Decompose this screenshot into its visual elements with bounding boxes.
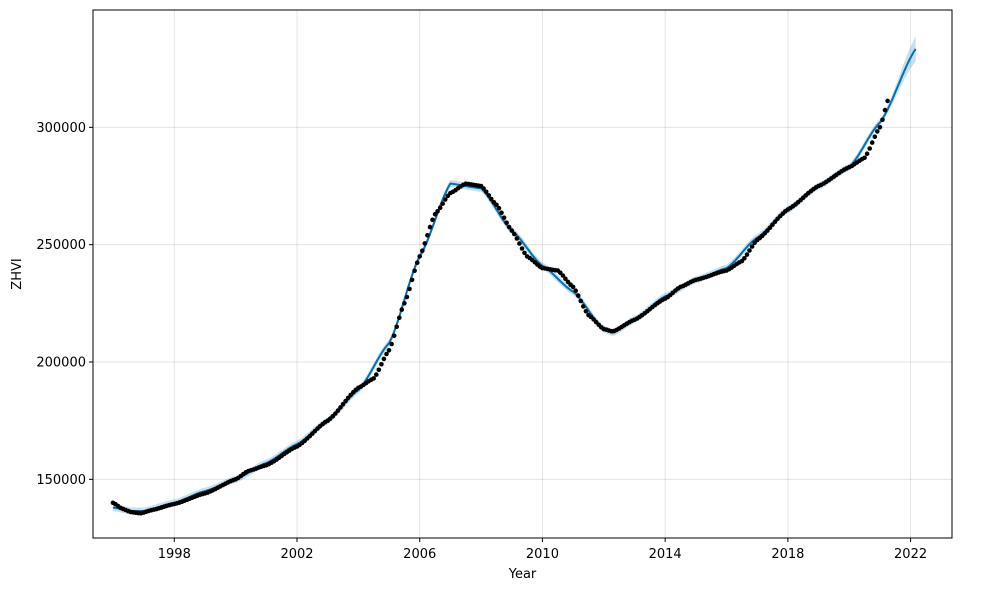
observed-point: [407, 286, 412, 292]
observed-point: [381, 356, 387, 362]
x-axis-label: Year: [508, 567, 537, 582]
y-tick-label: 250000: [36, 238, 86, 253]
observed-point: [517, 241, 522, 246]
observed-point: [578, 298, 584, 304]
observed-point: [420, 248, 425, 253]
observed-point: [443, 197, 448, 202]
observed-point: [506, 224, 512, 230]
observed-point: [885, 98, 890, 104]
x-tick-label: 2002: [280, 547, 313, 562]
observed-point: [744, 252, 750, 257]
observed-point: [877, 125, 883, 130]
observed-point: [414, 260, 420, 266]
observed-point: [742, 255, 747, 261]
observed-point: [371, 376, 377, 381]
observed-point: [872, 134, 878, 139]
observed-point: [581, 304, 586, 309]
observed-point: [486, 193, 492, 198]
observed-points: [110, 98, 890, 516]
observed-point: [397, 315, 402, 321]
observed-point: [573, 288, 578, 294]
x-tick-label: 2018: [771, 547, 804, 562]
observed-point: [394, 324, 400, 330]
observed-point: [489, 196, 494, 202]
observed-point: [882, 107, 888, 113]
observed-point: [481, 186, 486, 191]
observed-point: [435, 209, 440, 214]
observed-point: [386, 348, 392, 353]
observed-point: [402, 301, 407, 306]
observed-point: [519, 246, 525, 251]
observed-point: [440, 201, 446, 206]
observed-point: [512, 231, 517, 237]
y-tick-label: 200000: [36, 356, 86, 371]
y-tick-label: 150000: [36, 473, 86, 488]
y-tick-label: 300000: [36, 121, 86, 136]
observed-point: [504, 220, 509, 225]
observed-point: [417, 254, 423, 259]
observed-point: [343, 398, 348, 404]
y-axis-ticks: 150000 200000 250000 300000: [36, 121, 93, 488]
observed-point: [409, 277, 415, 283]
x-axis-ticks: 1998 2002 2006 2010 2014 2018 2022: [158, 538, 927, 562]
forecast-line: [112, 48, 917, 512]
observed-point: [522, 250, 527, 256]
observed-point: [770, 222, 775, 227]
observed-point: [384, 351, 389, 357]
observed-point: [509, 228, 515, 233]
observed-point: [501, 215, 507, 220]
observed-point: [430, 217, 435, 223]
observed-point: [437, 205, 443, 210]
forecast-series: [112, 48, 917, 512]
observed-point: [427, 224, 433, 230]
uncertainty-band: [112, 36, 916, 515]
x-tick-label: 1998: [158, 547, 191, 562]
observed-point: [862, 155, 867, 161]
observed-point: [379, 362, 384, 367]
observed-point: [749, 244, 755, 249]
observed-point: [514, 236, 520, 241]
observed-point: [412, 268, 417, 274]
observed-point: [404, 294, 410, 300]
x-tick-label: 2014: [649, 547, 682, 562]
observed-point: [880, 117, 885, 123]
uncertainty-band-area: [112, 36, 916, 515]
observed-point: [376, 367, 382, 373]
observed-point: [374, 372, 379, 377]
observed-point: [496, 205, 502, 211]
observed-point: [391, 333, 397, 339]
observed-point: [560, 273, 566, 278]
observed-point: [338, 405, 343, 410]
observed-point: [335, 408, 341, 413]
grid: [93, 10, 952, 538]
observed-point: [563, 276, 568, 282]
observed-point: [875, 129, 880, 134]
observed-point: [747, 248, 752, 253]
observed-point: [583, 309, 589, 314]
y-axis-label: ZHVI: [10, 258, 25, 289]
plot-frame: [92, 9, 953, 539]
observed-point: [570, 284, 576, 290]
x-tick-label: 2022: [894, 547, 927, 562]
observed-point: [399, 307, 405, 312]
observed-point: [340, 401, 346, 407]
observed-point: [494, 202, 499, 208]
observed-point: [869, 140, 875, 145]
observed-point: [864, 151, 870, 156]
observed-point: [422, 241, 428, 246]
observed-point: [483, 189, 489, 195]
x-tick-label: 2010: [526, 547, 559, 562]
observed-point: [867, 146, 872, 151]
observed-point: [389, 341, 394, 347]
observed-point: [345, 395, 351, 401]
x-tick-label: 2006: [403, 547, 436, 562]
observed-point: [425, 233, 430, 238]
observed-point: [575, 293, 581, 298]
observed-point: [499, 210, 504, 215]
